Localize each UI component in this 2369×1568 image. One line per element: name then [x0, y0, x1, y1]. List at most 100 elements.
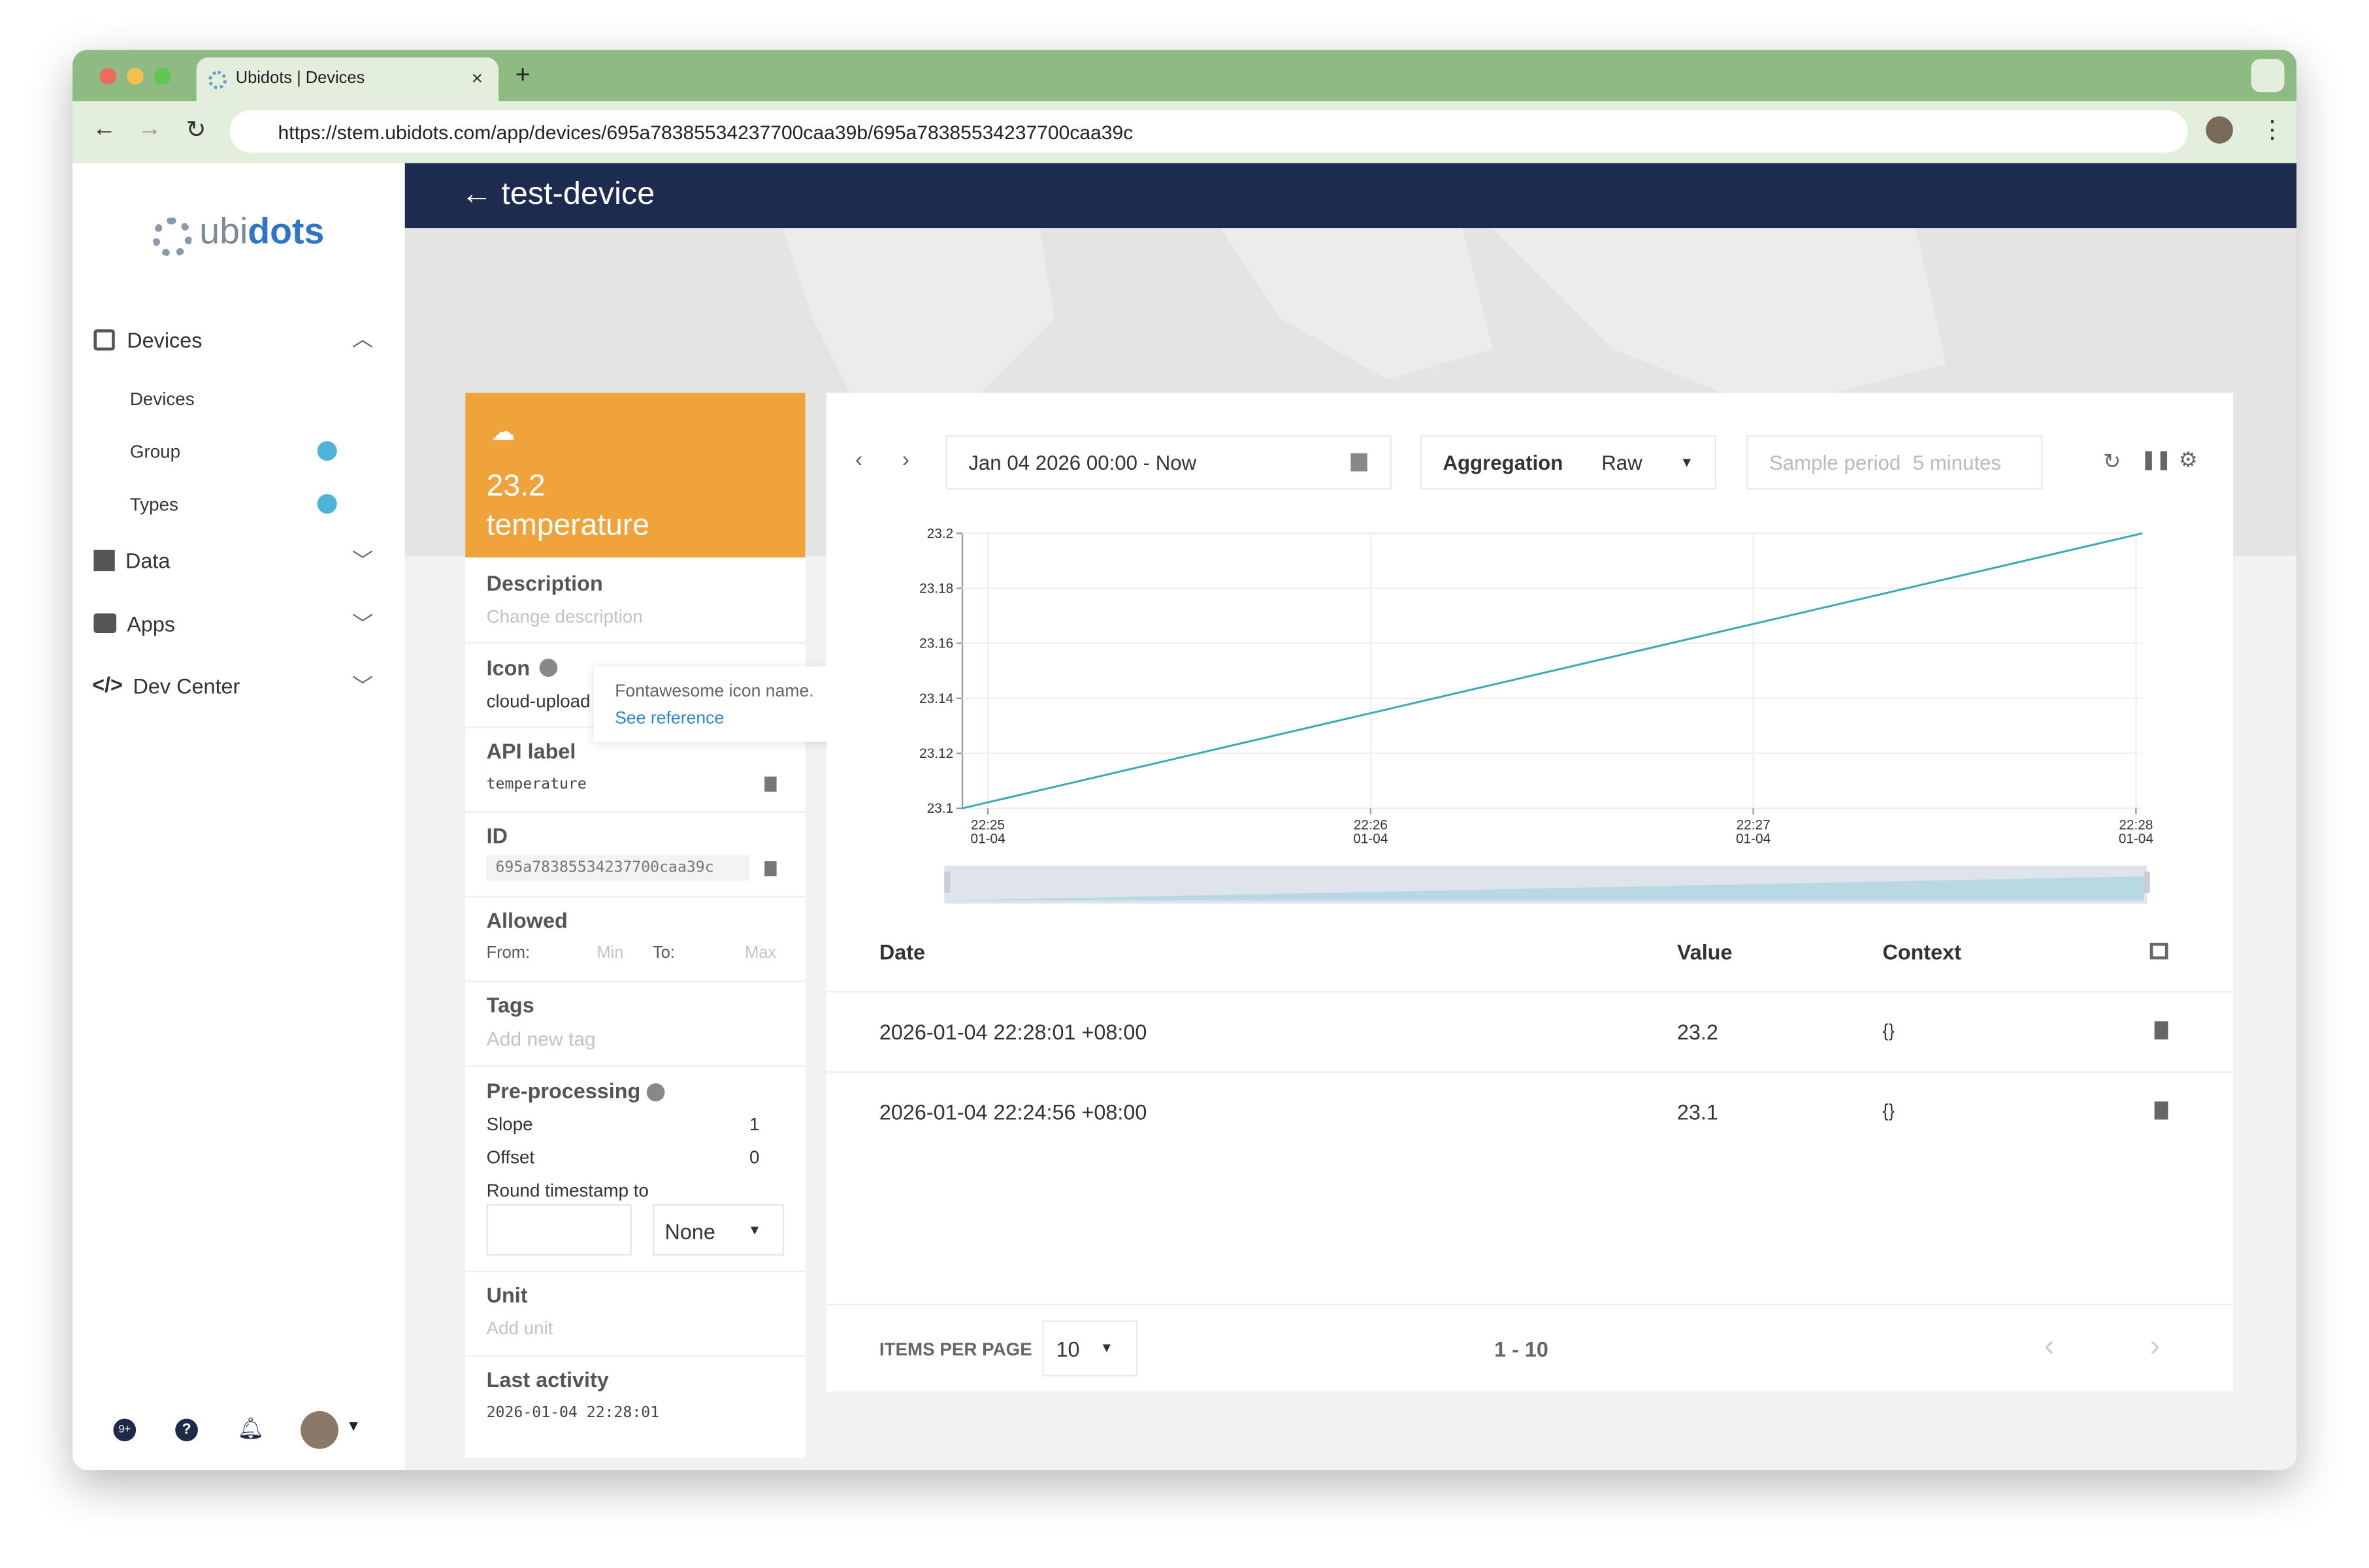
- id-value[interactable]: 695a78385534237700caa39c: [495, 859, 714, 877]
- variable-card: ☁ 23.2 temperature Description Change de…: [465, 393, 806, 1458]
- copy-button[interactable]: [764, 776, 777, 792]
- bell-button[interactable]: 🔔︎: [237, 1415, 265, 1440]
- range-handle[interactable]: [2144, 872, 2150, 893]
- expand-icon[interactable]: ﹀: [351, 548, 374, 573]
- separator: [826, 1303, 2233, 1305]
- allowed-from: From:: [486, 944, 531, 963]
- back-button[interactable]: ←: [92, 116, 117, 142]
- page-header: ← test-device: [404, 163, 2296, 229]
- offset-value[interactable]: 0: [749, 1147, 760, 1168]
- column-header[interactable]: Date: [879, 939, 926, 964]
- delete-button[interactable]: [2154, 1021, 2168, 1039]
- info-icon[interactable]: [539, 659, 558, 677]
- date-range-picker[interactable]: Jan 04 2026 00:00 - Now: [945, 435, 1392, 490]
- sample-period-select[interactable]: Sample period 5 minutes: [1746, 435, 2043, 490]
- nav-subitem[interactable]: Types: [129, 494, 178, 515]
- items-per-page-label: ITEMS PER PAGE: [879, 1338, 1032, 1360]
- range-selector-preview: [947, 876, 2144, 901]
- range-handle[interactable]: [944, 872, 951, 893]
- tab-close[interactable]: ×: [471, 66, 483, 90]
- address-bar[interactable]: https://stem.ubidots.com/app/devices/695…: [229, 110, 2188, 153]
- field-label: Pre-processing: [486, 1079, 641, 1103]
- nav-subitem[interactable]: Group: [129, 441, 181, 463]
- x-tick-label-line: 01-04: [1353, 831, 1388, 846]
- nav-item[interactable]: Devices: [127, 327, 203, 352]
- data-line: [962, 532, 2143, 809]
- close-window[interactable]: [99, 68, 117, 85]
- star-badge: [317, 441, 337, 461]
- tooltip-link[interactable]: See reference: [615, 710, 725, 728]
- aggregation-select[interactable]: Aggregation Raw ▼: [1420, 435, 1716, 490]
- api-label-value[interactable]: temperature: [486, 776, 587, 794]
- allowed-min[interactable]: Min: [596, 944, 624, 963]
- allowed-max[interactable]: Max: [745, 944, 777, 963]
- separator: [465, 642, 806, 644]
- x-tick-label: 22:28 01-04: [2119, 818, 2153, 847]
- row-date: 2026-01-04 22:24:56 +08:00: [879, 1100, 1147, 1124]
- next-page[interactable]: ›: [2149, 1330, 2161, 1363]
- cloud-icon: ☁: [491, 419, 515, 446]
- column-header[interactable]: Value: [1676, 939, 1733, 964]
- x-tick-label-line: 22:25: [971, 818, 1005, 833]
- separator: [826, 1071, 2233, 1073]
- values-card: ‹ › Jan 04 2026 00:00 - Now Aggregation …: [826, 393, 2233, 1392]
- prev-range[interactable]: ‹: [855, 447, 863, 473]
- nav-item[interactable]: Apps: [127, 612, 176, 636]
- user-avatar[interactable]: [301, 1411, 338, 1449]
- separator: [465, 1355, 806, 1357]
- active-tab[interactable]: Ubidots | Devices ×: [196, 57, 499, 101]
- last-activity-value: 2026-01-04 22:28:01: [486, 1405, 660, 1422]
- expand-icon[interactable]: ﹀: [351, 674, 374, 698]
- icon-value[interactable]: cloud-upload: [486, 690, 591, 712]
- reload-button[interactable]: ↻: [186, 118, 206, 144]
- profile-avatar[interactable]: [2206, 116, 2233, 144]
- round-label: Round timestamp to: [486, 1180, 649, 1201]
- nav-item[interactable]: Data: [125, 548, 171, 573]
- expand-icon[interactable]: ﹀: [351, 612, 374, 636]
- pause-button[interactable]: ❚❚: [2140, 448, 2172, 470]
- notifications-badge[interactable]: 9+: [113, 1418, 137, 1442]
- slope-value[interactable]: 1: [749, 1113, 760, 1135]
- help-button[interactable]: ?: [175, 1418, 198, 1442]
- nav-subitem[interactable]: Devices: [129, 388, 195, 410]
- y-tick-label: 23.12: [919, 746, 953, 761]
- x-tick-label: 22:25 01-04: [971, 818, 1005, 847]
- logo-mark: [152, 218, 192, 257]
- unit-input[interactable]: Add unit: [486, 1317, 553, 1339]
- maximize-window[interactable]: [154, 68, 171, 85]
- variable-header: ☁ 23.2 temperature: [465, 393, 806, 558]
- info-icon[interactable]: [646, 1083, 665, 1102]
- x-tick-label: 22:26 01-04: [1353, 818, 1388, 847]
- columns-button[interactable]: [2149, 943, 2168, 960]
- sample-period-value: 5 minutes: [1912, 451, 2001, 475]
- slope-label: Slope: [486, 1113, 533, 1135]
- prev-page[interactable]: ‹: [2044, 1330, 2055, 1363]
- back-link[interactable]: ← test-device: [461, 176, 655, 212]
- description-input[interactable]: Change description: [486, 606, 643, 627]
- collapse-icon[interactable]: ︿: [351, 326, 374, 351]
- tab-search[interactable]: [2251, 59, 2285, 93]
- round-select[interactable]: None ▼: [653, 1204, 785, 1256]
- round-input[interactable]: [486, 1204, 632, 1256]
- next-range[interactable]: ›: [902, 447, 910, 473]
- y-tick-label: 23.1: [927, 801, 953, 816]
- user-menu-caret[interactable]: ▼: [346, 1418, 361, 1435]
- y-tick-label: 23.14: [919, 691, 953, 706]
- delete-button[interactable]: [2154, 1101, 2168, 1120]
- field-label: ID: [486, 823, 508, 848]
- new-tab[interactable]: +: [515, 60, 531, 90]
- minimize-window[interactable]: [127, 68, 144, 85]
- items-per-page-select[interactable]: 10 ▼: [1042, 1320, 1138, 1377]
- copy-button[interactable]: [764, 861, 777, 877]
- settings-button[interactable]: ⚙: [2178, 447, 2198, 472]
- column-header[interactable]: Context: [1882, 939, 1961, 964]
- tooltip-text: Fontawesome icon name.: [615, 683, 814, 701]
- nav-item[interactable]: Dev Center: [133, 674, 240, 698]
- refresh-button[interactable]: ↻: [2103, 448, 2121, 473]
- forward-button[interactable]: →: [137, 116, 162, 142]
- menu-button[interactable]: ⋮: [2260, 118, 2285, 144]
- sidebar: ubi dots Devices ︿ Devices Group Types D…: [73, 163, 405, 1471]
- tags-input[interactable]: Add new tag: [486, 1027, 596, 1051]
